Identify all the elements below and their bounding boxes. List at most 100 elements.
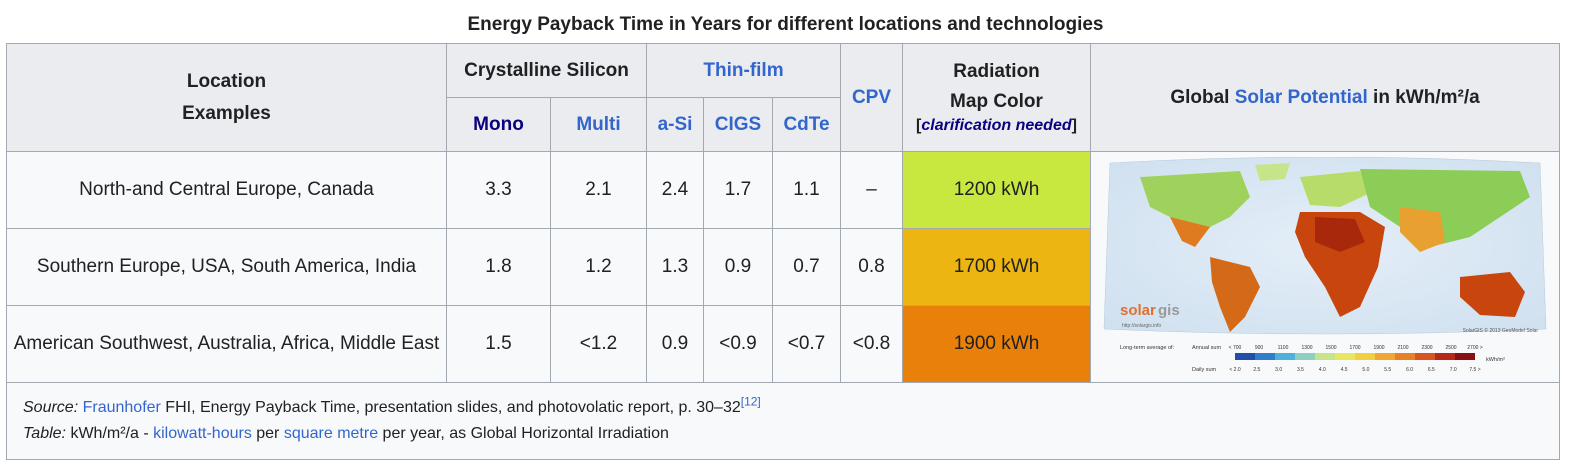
solar-map-cell: solar gis http://solargis.info SolarGIS … xyxy=(1090,151,1560,383)
sahara-shape xyxy=(1315,217,1365,252)
multi-cell: 2.1 xyxy=(550,151,647,229)
legend-tick-label: 2500 xyxy=(1445,345,1456,351)
legend-tick-label: 2.5 xyxy=(1253,367,1260,373)
legend-tick-label: 900 xyxy=(1255,345,1264,351)
asi-header: a-Si xyxy=(646,97,704,152)
cdte-cell: 1.1 xyxy=(772,151,841,229)
legend-color-swatch xyxy=(1235,353,1255,360)
table-note-text-1: kWh/m²/a - xyxy=(66,425,154,442)
legend-label: Long-term average of: xyxy=(1120,345,1175,351)
cigs-header: CIGS xyxy=(703,97,773,152)
legend-color-swatch xyxy=(1275,353,1295,360)
global-suffix: in kWh/m²/a xyxy=(1367,86,1480,108)
europe-shape xyxy=(1300,171,1370,207)
multi-cell: <1.2 xyxy=(550,305,647,383)
table-caption: Energy Payback Time in Years for differe… xyxy=(467,14,1104,35)
legend-tick-label: < 700 xyxy=(1229,345,1242,351)
legend-color-swatch xyxy=(1395,353,1415,360)
asi-cell: 0.9 xyxy=(646,305,704,383)
south-america-shape xyxy=(1210,257,1260,332)
radiation-cell: 1700 kWh xyxy=(902,228,1091,306)
legend-color-swatch xyxy=(1415,353,1435,360)
south-asia-shape xyxy=(1400,207,1445,252)
legend-tick-label: 1100 xyxy=(1278,345,1289,351)
mono-link[interactable]: Mono xyxy=(473,113,524,135)
cdte-link[interactable]: CdTe xyxy=(783,113,830,135)
mono-cell: 1.8 xyxy=(446,228,551,306)
legend-daily-label: Daily sum xyxy=(1192,367,1217,373)
square-metre-link[interactable]: square metre xyxy=(283,425,379,442)
source-line: Source: Fraunhofer FHI, Energy Payback T… xyxy=(23,395,1543,421)
location-cell: American Southwest, Australia, Africa, M… xyxy=(6,305,447,383)
legend-tick-label: 1700 xyxy=(1349,345,1360,351)
fraunhofer-link[interactable]: Fraunhofer xyxy=(82,399,161,416)
table-label: Table: xyxy=(23,425,66,442)
thinfilm-link[interactable]: Thin-film xyxy=(703,59,784,81)
clarification-link[interactable]: clarification needed xyxy=(921,116,1072,134)
legend-color-swatch xyxy=(1455,353,1475,360)
location-header-line2: Examples xyxy=(182,102,271,124)
cdte-cell: 0.7 xyxy=(772,228,841,306)
legend-color-swatch xyxy=(1255,353,1275,360)
legend-color-swatch xyxy=(1335,353,1355,360)
solargis-logo-gis: gis xyxy=(1158,302,1180,319)
table-footer: Source: Fraunhofer FHI, Energy Payback T… xyxy=(6,382,1560,460)
energy-payback-table: Location Examples Crystalline Silicon Th… xyxy=(6,43,1560,460)
cigs-link[interactable]: CIGS xyxy=(714,113,762,135)
legend-tick-label: 4.5 xyxy=(1341,367,1348,373)
asi-link[interactable]: a-Si xyxy=(657,113,693,135)
legend-tick-label: 2100 xyxy=(1397,345,1408,351)
kilowatt-hours-link[interactable]: kilowatt-hours xyxy=(153,425,252,442)
legend-tick-label: 4.0 xyxy=(1319,367,1326,373)
solargis-credit: SolarGIS © 2013 GeoModel Solar xyxy=(1463,327,1539,334)
radiation-header-line1: Radiation xyxy=(953,60,1040,82)
solar-potential-map: solar gis http://solargis.info SolarGIS … xyxy=(1103,157,1547,373)
cpv-cell: <0.8 xyxy=(840,305,903,383)
solar-potential-link[interactable]: Solar Potential xyxy=(1234,86,1368,108)
legend-tick-label: 7.5 > xyxy=(1469,367,1480,373)
asi-cell: 1.3 xyxy=(646,228,704,306)
cpv-cell: – xyxy=(840,151,903,229)
source-label: Source: xyxy=(23,399,79,416)
crystalline-header: Crystalline Silicon xyxy=(446,43,647,98)
cpv-link[interactable]: CPV xyxy=(851,86,892,108)
cigs-cell: 1.7 xyxy=(703,151,773,229)
legend-tick-label: 5.0 xyxy=(1362,367,1369,373)
source-text: FHI, Energy Payback Time, presentation s… xyxy=(160,399,741,416)
legend-unit: kWh/m² xyxy=(1486,357,1505,363)
legend-tick-label: 1300 xyxy=(1301,345,1312,351)
clar-bracket-close: ] xyxy=(1071,116,1077,134)
legend-color-swatch xyxy=(1295,353,1315,360)
mono-cell: 3.3 xyxy=(446,151,551,229)
table-row: North-and Central Europe, Canada 3.3 2.1… xyxy=(6,151,1560,383)
asi-cell: 2.4 xyxy=(646,151,704,229)
solargis-logo-solar: solar xyxy=(1120,302,1156,319)
legend-scale-bar xyxy=(1235,353,1475,360)
mono-header: Mono xyxy=(446,97,551,152)
legend-tick-label: 6.0 xyxy=(1406,367,1413,373)
location-header: Location Examples xyxy=(6,43,447,152)
location-cell: Southern Europe, USA, South America, Ind… xyxy=(6,228,447,306)
legend-color-swatch xyxy=(1355,353,1375,360)
legend-tick-label: 2300 xyxy=(1421,345,1432,351)
table-note-text-3: per year, as Global Horizontal Irradiati… xyxy=(378,425,669,442)
solargis-url: http://solargis.info xyxy=(1122,323,1161,329)
radiation-cell: 1900 kWh xyxy=(902,305,1091,383)
legend-daily-ticks: < 2.0 2.5 3.0 3.5 4.0 4.5 5.0 5.5 6.0 6.5 7.0 7.5 > xyxy=(1229,367,1480,373)
australia-shape xyxy=(1460,272,1525,317)
radiation-header: Radiation Map Color [clarification neede… xyxy=(902,43,1091,152)
reference-link[interactable]: [12] xyxy=(740,394,761,409)
cdte-header: CdTe xyxy=(772,97,841,152)
cpv-cell: 0.8 xyxy=(840,228,903,306)
cigs-cell: 0.9 xyxy=(703,228,773,306)
multi-link[interactable]: Multi xyxy=(576,113,621,135)
legend-tick-label: 7.0 xyxy=(1450,367,1457,373)
location-header-line1: Location xyxy=(186,70,267,92)
legend-color-swatch xyxy=(1315,353,1335,360)
table-note-line: Table: kWh/m²/a - kilowatt-hours per squ… xyxy=(23,421,1543,447)
clarification-note: [clarification needed] xyxy=(907,117,1086,135)
global-header: Global Solar Potential in kWh/m²/a xyxy=(1090,43,1560,152)
legend-tick-label: 2700 > xyxy=(1467,345,1483,351)
multi-header: Multi xyxy=(550,97,647,152)
radiation-cell: 1200 kWh xyxy=(902,151,1091,229)
